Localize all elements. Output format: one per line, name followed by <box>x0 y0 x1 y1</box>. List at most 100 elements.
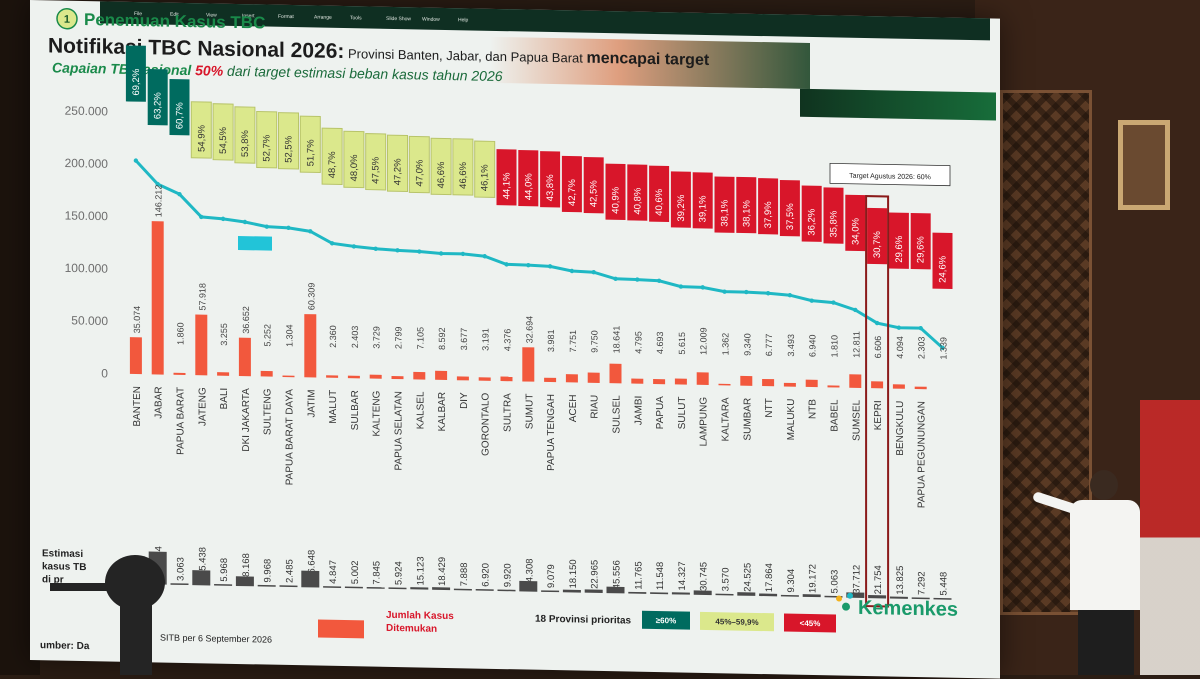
province-label: KALTARA <box>721 397 732 442</box>
estimasi-bar <box>650 592 669 595</box>
province-label: BALI <box>219 388 230 410</box>
estimasi-bar <box>759 593 778 597</box>
estimasi-value-label: 7.292 <box>917 571 928 595</box>
menu-item[interactable]: Format <box>278 14 294 20</box>
province-label: SULSEL <box>612 395 623 434</box>
percent-label: 40,9% <box>611 186 622 214</box>
estimasi-bar <box>628 591 647 594</box>
estimasi-value-label: 30.745 <box>699 562 710 591</box>
found-value-label: 9.340 <box>742 333 752 356</box>
tb-notification-chart: File Edit View Insert Format Arrange Tools Slid… <box>40 7 958 652</box>
percent-box <box>845 194 866 252</box>
target-box <box>829 162 951 187</box>
estimasi-value-label: 105.438 <box>197 547 208 582</box>
estimasi-value-label: 14.327 <box>677 561 688 590</box>
source-date: SITB per 6 September 2026 <box>160 632 272 644</box>
percent-box <box>190 101 212 159</box>
found-value-label: 2.360 <box>328 325 338 348</box>
y-tick-label: 250.000 <box>65 104 109 119</box>
achievement-point <box>417 249 422 254</box>
found-value-label: 3.729 <box>372 326 382 349</box>
achievement-point <box>722 289 727 294</box>
found-bar <box>347 375 360 379</box>
found-bar <box>587 372 600 383</box>
achievement-point <box>591 269 596 275</box>
menu-item[interactable]: Tools <box>350 15 362 21</box>
estimasi-value-label: 45.556 <box>612 560 623 589</box>
province-label: LAMPUNG <box>699 397 710 447</box>
achievement-point <box>918 325 923 331</box>
achievement-point <box>765 291 771 296</box>
estimasi-bar <box>868 595 887 599</box>
province-label: SUMBAR <box>742 398 753 441</box>
found-bar <box>740 375 753 386</box>
estimasi-value-label: 11.765 <box>633 561 644 590</box>
found-bar <box>783 382 796 387</box>
percent-label: 54,9% <box>196 124 207 152</box>
estimasi-value-label: 3.570 <box>721 567 732 591</box>
estimasi-value-labels: 710231.1843.063105.4385.96868.1689.9682.… <box>132 546 950 596</box>
subtitle-pre: Capaian TB Nasional <box>52 59 195 78</box>
percent-box <box>387 134 408 193</box>
percent-box <box>496 149 517 206</box>
menu-item[interactable]: Edit <box>170 12 179 18</box>
percent-label: 40,6% <box>654 188 665 216</box>
achievement-point <box>438 251 444 256</box>
estimasi-bar <box>301 570 320 588</box>
estimasi-bar <box>584 589 603 593</box>
target-box-text: Target Agustus 2026: 60% <box>849 173 931 182</box>
found-value-label: 7.105 <box>415 327 425 350</box>
menu-item[interactable]: File <box>134 11 142 17</box>
menu-item[interactable]: Insert <box>242 13 255 19</box>
percent-label: 36,2% <box>807 208 818 236</box>
menu-item[interactable]: Slide Show <box>386 16 411 22</box>
percent-box <box>365 133 387 191</box>
estimasi-value-label: 5.002 <box>350 560 361 584</box>
menu-item[interactable]: Arrange <box>314 14 332 20</box>
estimasi-bar <box>344 586 363 589</box>
percent-label: 34,0% <box>850 217 861 245</box>
percent-box <box>256 110 278 169</box>
legend-high-label: ≥60% <box>656 616 676 625</box>
found-value-label: 36.652 <box>241 306 251 334</box>
percent-box <box>540 151 561 208</box>
legend-found-swatch <box>318 619 364 639</box>
percent-label: 46,1% <box>480 164 491 192</box>
legend-found-line2: Ditemukan <box>386 623 437 635</box>
percent-box <box>867 207 888 265</box>
achievement-point <box>940 345 945 351</box>
menu-item[interactable]: Help <box>458 17 469 23</box>
estimasi-bar <box>257 584 276 587</box>
found-value-label: 60.309 <box>306 283 316 311</box>
province-label: SUMSEL <box>851 399 862 441</box>
estimasi-bar <box>453 588 472 591</box>
found-value-label: 4.376 <box>503 329 513 352</box>
estimasi-value-label: 9.079 <box>546 564 557 588</box>
menu-item[interactable]: Window <box>422 17 440 23</box>
estimasi-bar <box>911 597 930 600</box>
percent-label: 52,7% <box>262 134 273 162</box>
estimasi-bar <box>475 589 494 591</box>
percent-box <box>147 68 168 126</box>
found-bar <box>260 370 273 377</box>
achievement-point <box>569 268 575 274</box>
province-label: KEPRI <box>873 400 884 430</box>
achievement-point <box>308 229 313 234</box>
province-label: SULTENG <box>263 388 274 435</box>
estimasi-bar <box>497 589 516 592</box>
found-bar <box>914 386 927 390</box>
percent-boxes: 69,2% 63,2% 60,7% 54,9% 54,5% 53,8% 52,7% 52,5%… <box>125 45 953 290</box>
found-bar <box>871 381 884 389</box>
achievement-point <box>744 289 749 295</box>
estimasi-bar <box>606 586 625 594</box>
found-bar <box>282 375 295 378</box>
found-value-label: 1.860 <box>176 322 186 345</box>
found-value-label: 3.191 <box>481 328 491 351</box>
percent-box <box>605 163 626 220</box>
menu-item[interactable]: View <box>206 12 217 18</box>
percent-box <box>125 45 146 102</box>
percent-label: 38,1% <box>720 199 731 227</box>
percent-label: 52,5% <box>284 135 295 163</box>
province-label: NTB <box>808 399 819 420</box>
percent-box <box>408 135 430 194</box>
